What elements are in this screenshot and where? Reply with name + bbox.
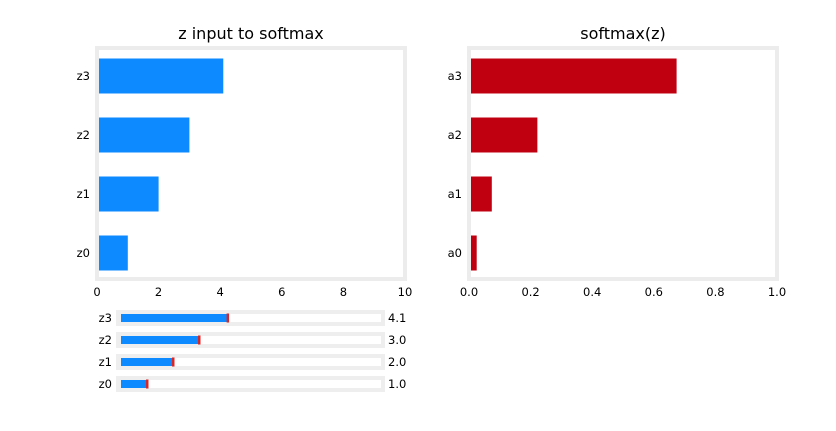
- x-tick-label: 2: [155, 285, 162, 299]
- slider-handle[interactable]: [172, 357, 175, 367]
- chart-title: z input to softmax: [178, 24, 323, 43]
- slider-track[interactable]: [121, 380, 381, 388]
- slider-value: 4.1: [388, 311, 406, 325]
- slider-label: z2: [99, 333, 112, 347]
- slider-label: z3: [99, 311, 112, 325]
- category-label-z1: z1: [77, 187, 90, 201]
- slider-track[interactable]: [121, 358, 381, 366]
- bar-z3: [99, 58, 224, 94]
- slider-handle[interactable]: [198, 335, 201, 345]
- x-tick-label: 4: [217, 285, 224, 299]
- z-input-chart: z input to softmax z0 z1 z2 z3 0 2 4 6 8 10: [77, 24, 413, 299]
- slider-handle[interactable]: [226, 313, 230, 323]
- x-tick-label: 0: [93, 285, 100, 299]
- slider-fill: [121, 380, 147, 388]
- slider-track[interactable]: [121, 314, 381, 322]
- x-tick-label: 0.8: [706, 285, 724, 299]
- category-label-z3: z3: [77, 69, 90, 83]
- slider-z3[interactable]: z3 4.1: [99, 310, 407, 326]
- category-label-a2: a2: [448, 128, 462, 142]
- slider-z0[interactable]: z0 1.0: [99, 376, 407, 392]
- bar-a2: [471, 117, 538, 153]
- x-tick-label: 10: [398, 285, 413, 299]
- x-tick-labels: 0.0 0.2 0.4 0.6 0.8 1.0: [460, 285, 786, 299]
- slider-track[interactable]: [121, 336, 381, 344]
- x-tick-labels: 0 2 4 6 8 10: [93, 285, 412, 299]
- chart-title: softmax(z): [580, 24, 666, 43]
- bar-z2: [99, 117, 190, 153]
- category-labels: z0 z1 z2 z3: [77, 69, 90, 260]
- x-tick-label: 8: [340, 285, 347, 299]
- bar-z0: [99, 235, 128, 271]
- plot-frame: [467, 46, 779, 281]
- bar-a3: [471, 58, 677, 94]
- slider-handle[interactable]: [146, 379, 149, 389]
- category-label-z2: z2: [77, 128, 90, 142]
- bars: [99, 58, 224, 271]
- x-tick-label: 0.4: [583, 285, 601, 299]
- category-label-a1: a1: [448, 187, 462, 201]
- bar-a1: [471, 176, 492, 212]
- slider-label: z1: [99, 355, 112, 369]
- slider-label: z0: [99, 377, 112, 391]
- bar-a0: [471, 235, 477, 271]
- x-tick-label: 0.6: [645, 285, 663, 299]
- category-label-z0: z0: [77, 246, 90, 260]
- z-sliders: z3 4.1 z2 3.0 z1 2.0 z0 1.0: [99, 310, 407, 392]
- bars: [471, 58, 677, 271]
- category-label-a3: a3: [448, 69, 462, 83]
- x-tick-label: 0.0: [460, 285, 478, 299]
- slider-value: 1.0: [388, 377, 406, 391]
- x-tick-label: 0.2: [521, 285, 539, 299]
- category-label-a0: a0: [448, 246, 462, 260]
- x-tick-label: 6: [278, 285, 285, 299]
- slider-fill: [121, 358, 173, 366]
- slider-value: 3.0: [388, 333, 406, 347]
- x-tick-label: 1.0: [768, 285, 786, 299]
- softmax-chart: softmax(z) a0 a1 a2 a3 0.0 0.2 0.4 0.6 0.8 1.0: [448, 24, 787, 299]
- slider-z1[interactable]: z1 2.0: [99, 354, 407, 370]
- slider-fill: [121, 314, 228, 322]
- slider-fill: [121, 336, 199, 344]
- category-labels: a0 a1 a2 a3: [448, 69, 462, 260]
- plot-frame: [95, 46, 407, 281]
- slider-z2[interactable]: z2 3.0: [99, 332, 407, 348]
- slider-value: 2.0: [388, 355, 406, 369]
- bar-z1: [99, 176, 159, 212]
